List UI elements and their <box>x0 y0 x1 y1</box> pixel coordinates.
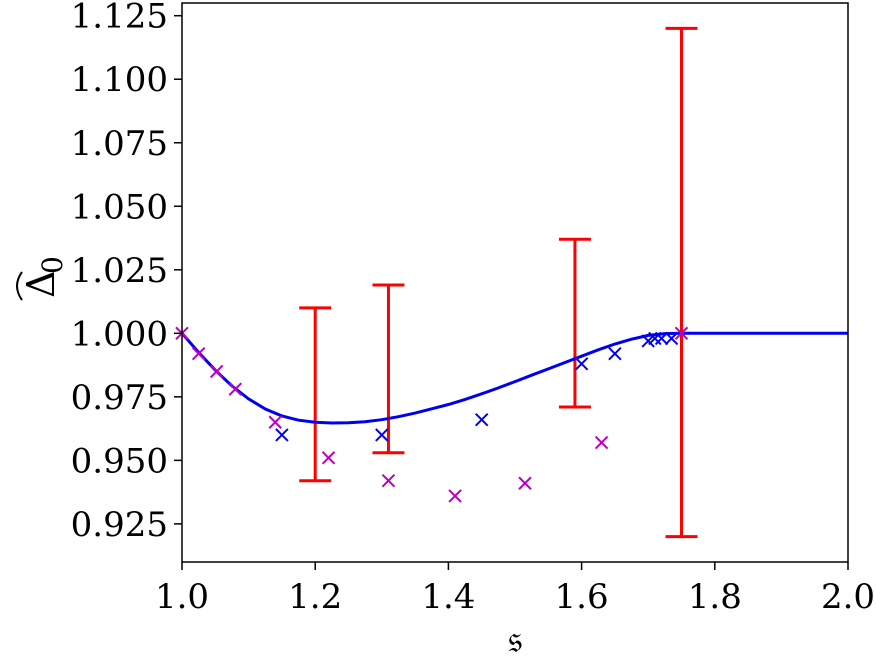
y-tick-label: 1.125 <box>71 0 168 37</box>
y-tick-label: 0.975 <box>71 378 168 418</box>
fit-curve <box>180 331 848 425</box>
scatter-point-series-2 <box>594 435 609 450</box>
errorbar <box>558 237 591 409</box>
y-tick-label: 1.000 <box>71 314 168 354</box>
scatter-point-series-2 <box>518 476 532 490</box>
scatter-point-series-2 <box>209 364 224 379</box>
y-tick-label: 1.075 <box>71 124 168 164</box>
scatter-point-series-1 <box>574 357 589 371</box>
plot-area <box>175 26 848 539</box>
scatter-point-series-1 <box>664 331 679 346</box>
x-tick-label: 1.0 <box>155 577 209 617</box>
scatter-point-series-1 <box>608 346 622 361</box>
x-tick-label: 2.0 <box>821 577 875 617</box>
x-axis-label: 𝔰 <box>508 617 522 658</box>
errorbar <box>372 283 405 455</box>
x-tick-label: 1.4 <box>421 577 475 617</box>
scatter-point-series-2 <box>191 346 206 361</box>
y-tick-label: 1.100 <box>71 60 168 100</box>
axes-frame <box>181 2 849 563</box>
scatter-point-series-2 <box>321 451 336 465</box>
x-tick-label: 1.2 <box>288 577 342 617</box>
x-axis: 1.0 1.2 1.4 1.6 1.8 2.0 <box>155 562 875 617</box>
y-axis-label-symbol: Δ <box>19 271 63 298</box>
y-axis-label: Δ 0 <box>16 256 69 301</box>
y-tick-label: 0.950 <box>71 441 168 481</box>
y-axis-label-hat <box>16 271 23 301</box>
y-axis: 0.925 0.950 0.975 1.000 1.025 1.050 1.075 1.100… <box>71 0 182 545</box>
errorbar <box>299 306 332 483</box>
scatter-point-series-2 <box>268 415 282 429</box>
scatter-point-series-1 <box>474 413 489 427</box>
scatter-point-series-2 <box>674 326 689 341</box>
scatter-point-series-1 <box>375 428 389 442</box>
scatter-point-series-1 <box>275 428 289 442</box>
scatter-point-series-1 <box>654 331 669 346</box>
scatter-point-series-2 <box>228 382 242 396</box>
y-axis-label-subscript: 0 <box>36 256 69 274</box>
scatter-point-series-2 <box>381 473 396 488</box>
x-tick-label: 1.8 <box>688 577 742 617</box>
x-tick-label: 1.6 <box>555 577 609 617</box>
scatter-point-series-2 <box>448 489 462 503</box>
y-tick-label: 1.025 <box>71 251 168 291</box>
y-tick-label: 1.050 <box>71 187 168 227</box>
y-tick-label: 0.925 <box>71 505 168 545</box>
errorbar <box>665 26 698 539</box>
